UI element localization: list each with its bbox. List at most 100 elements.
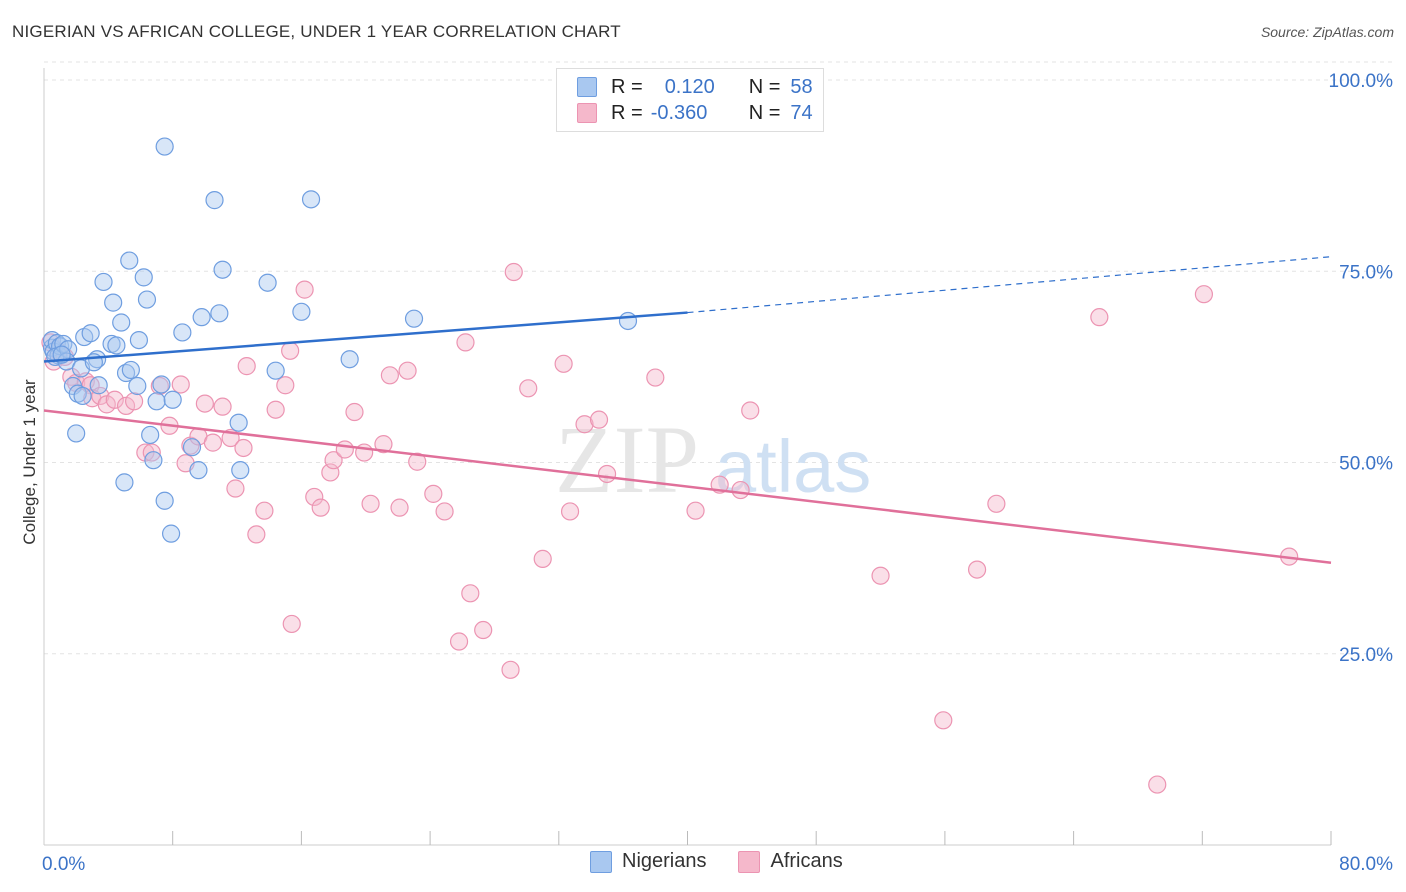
data-point (301, 190, 321, 209)
data-point (124, 392, 144, 411)
data-point (210, 304, 229, 323)
data-point (461, 584, 480, 603)
data-point (67, 424, 86, 443)
data-point (575, 415, 594, 434)
data-point (234, 438, 253, 458)
data-point (281, 341, 300, 360)
data-point (115, 473, 134, 492)
data-point (189, 461, 208, 480)
data-point (398, 361, 417, 380)
data-point (305, 487, 324, 507)
data-point (276, 376, 295, 395)
data-point (456, 333, 475, 352)
data-point (335, 440, 354, 459)
data-point (213, 397, 232, 416)
y-axis-label: College, Under 1 year (20, 379, 39, 545)
data-point (121, 360, 140, 380)
data-point (533, 549, 552, 568)
data-point (247, 525, 266, 544)
data-point (192, 308, 211, 327)
data-point (871, 566, 890, 585)
data-point (292, 302, 311, 321)
data-point (155, 491, 174, 510)
data-point (295, 280, 314, 299)
data-point (137, 290, 157, 309)
data-point (618, 311, 638, 331)
africans-swatch (577, 103, 597, 123)
data-point (173, 323, 192, 342)
axis-labels: 25.0% 50.0% 75.0% 100.0% 0.0% 80.0% College, U… (20, 71, 1393, 875)
legend-row-africans: R = -0.360 N = 74 (577, 100, 813, 126)
data-point (107, 336, 126, 355)
africans-legend-label: Africans (770, 850, 843, 872)
y-tick-label: 75.0% (1339, 262, 1393, 283)
data-point (501, 660, 520, 679)
data-point (205, 191, 224, 210)
data-point (144, 451, 163, 470)
n-label: N = (748, 101, 781, 124)
data-point (449, 632, 469, 651)
nigerians-swatch (577, 77, 597, 97)
data-point (374, 435, 393, 454)
africans-trend-line (43, 409, 1332, 564)
data-point (554, 354, 573, 373)
data-point (361, 494, 380, 513)
legend: R = 0.120 N = 58 R = -0.360 N = 74 (556, 68, 824, 132)
data-point (152, 375, 171, 394)
data-point (155, 137, 174, 156)
data-point (560, 502, 580, 521)
data-point (504, 262, 523, 282)
data-point (1194, 285, 1214, 304)
data-point (68, 384, 87, 403)
data-point (424, 484, 443, 503)
watermark-zip: ZIP (555, 406, 699, 513)
nigerians-trend-line (43, 311, 688, 363)
data-point (345, 402, 364, 422)
data-point (686, 501, 705, 520)
y-tick-label: 100.0% (1329, 71, 1394, 92)
data-point (266, 361, 285, 380)
data-point (195, 394, 214, 413)
n-label: N = (748, 75, 781, 98)
nigerians-trend-extension (687, 256, 1332, 314)
data-point (213, 260, 232, 279)
data-point (81, 324, 100, 343)
x-tick-label: 0.0% (42, 854, 85, 875)
data-point (404, 309, 424, 328)
data-point (182, 438, 202, 457)
data-point (147, 392, 166, 411)
data-point (324, 451, 343, 470)
data-point (141, 425, 160, 445)
data-point (435, 502, 454, 521)
data-point (282, 614, 301, 634)
data-point (105, 390, 124, 409)
data-point (1090, 308, 1109, 327)
source-label: Source: ZipAtlas.com (1260, 24, 1394, 40)
data-point (258, 273, 277, 292)
data-point (967, 560, 987, 579)
x-tick-label: 80.0% (1339, 854, 1393, 875)
data-point (255, 501, 274, 520)
data-point (116, 363, 136, 383)
data-point (226, 479, 245, 498)
data-point (646, 368, 665, 387)
data-point (519, 379, 538, 398)
data-point (120, 251, 139, 270)
data-point (104, 293, 123, 312)
data-point (231, 461, 250, 480)
trend-lines (43, 256, 1332, 564)
data-point (597, 464, 617, 484)
bottom-legend: Nigerians Africans (590, 850, 843, 873)
data-point (112, 313, 131, 332)
nigerians-swatch (590, 850, 612, 873)
y-tick-label: 25.0% (1339, 645, 1393, 666)
data-point (73, 386, 92, 406)
africans-swatch (738, 850, 761, 873)
data-point (380, 366, 399, 385)
data-point (237, 357, 256, 376)
data-point (161, 524, 181, 543)
data-point (987, 494, 1006, 513)
data-point (589, 410, 609, 429)
data-point (934, 711, 953, 730)
data-point (1148, 775, 1167, 794)
